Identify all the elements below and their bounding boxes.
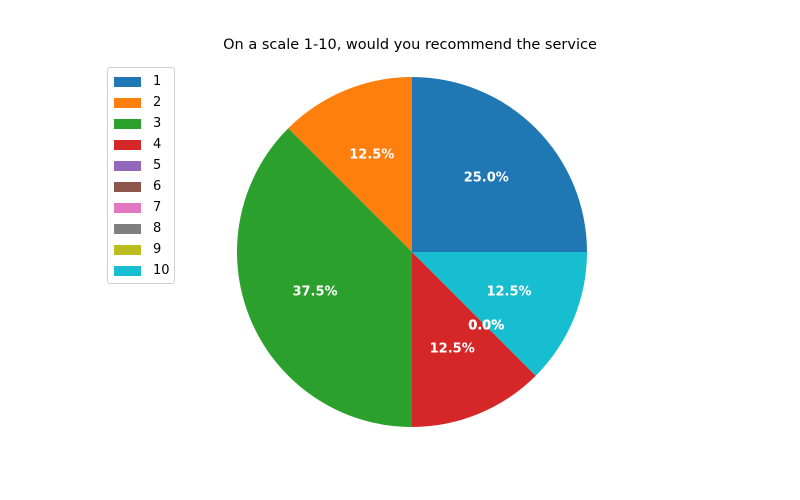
legend-item-5: 5 bbox=[108, 155, 174, 176]
slice-label-9: 0.0% bbox=[468, 319, 504, 334]
pie-slice-3 bbox=[237, 128, 412, 427]
legend-item-4: 4 bbox=[108, 134, 174, 155]
slice-label-6: 0.0% bbox=[468, 319, 504, 334]
legend-item-3: 3 bbox=[108, 113, 174, 134]
slice-label-8: 0.0% bbox=[468, 319, 504, 334]
slice-label-4: 12.5% bbox=[430, 342, 475, 357]
slice-label-3: 37.5% bbox=[292, 285, 337, 300]
legend-swatch-3 bbox=[114, 118, 141, 129]
legend-label-3: 3 bbox=[153, 116, 162, 131]
legend-item-8: 8 bbox=[108, 218, 174, 239]
pie-slice-4 bbox=[412, 252, 536, 427]
legend-label-9: 9 bbox=[153, 242, 162, 257]
pie-slice-1 bbox=[412, 77, 587, 252]
legend-label-7: 7 bbox=[153, 200, 162, 215]
legend-item-2: 2 bbox=[108, 92, 174, 113]
legend-item-7: 7 bbox=[108, 197, 174, 218]
slice-label-2: 12.5% bbox=[349, 147, 394, 162]
legend-item-10: 10 bbox=[108, 260, 174, 281]
slice-label-1: 25.0% bbox=[464, 170, 509, 185]
chart-title: On a scale 1-10, would you recommend the… bbox=[223, 37, 597, 53]
legend-label-8: 8 bbox=[153, 221, 162, 236]
pie-slices bbox=[237, 77, 587, 427]
legend-label-10: 10 bbox=[153, 263, 170, 278]
pie-slice-2 bbox=[288, 77, 412, 252]
legend: 1 2 3 4 5 6 7 8 9 10 bbox=[107, 67, 175, 284]
legend-swatch-6 bbox=[114, 181, 141, 192]
legend-label-2: 2 bbox=[153, 95, 162, 110]
legend-swatch-2 bbox=[114, 97, 141, 108]
pie-slice-10 bbox=[412, 252, 587, 376]
pie-slice-labels: 25.0%12.5%37.5%12.5%0.0%0.0%0.0%0.0%0.0%… bbox=[292, 147, 531, 356]
legend-swatch-7 bbox=[114, 202, 141, 213]
legend-label-1: 1 bbox=[153, 74, 162, 89]
legend-swatch-5 bbox=[114, 160, 141, 171]
legend-label-5: 5 bbox=[153, 158, 162, 173]
legend-swatch-10 bbox=[114, 265, 141, 276]
legend-label-6: 6 bbox=[153, 179, 162, 194]
legend-label-4: 4 bbox=[153, 137, 162, 152]
legend-swatch-9 bbox=[114, 244, 141, 255]
legend-swatch-1 bbox=[114, 76, 141, 87]
legend-swatch-4 bbox=[114, 139, 141, 150]
legend-item-9: 9 bbox=[108, 239, 174, 260]
slice-label-5: 0.0% bbox=[468, 319, 504, 334]
slice-label-10: 12.5% bbox=[486, 285, 531, 300]
legend-item-1: 1 bbox=[108, 71, 174, 92]
slice-label-7: 0.0% bbox=[468, 319, 504, 334]
legend-item-6: 6 bbox=[108, 176, 174, 197]
legend-swatch-8 bbox=[114, 223, 141, 234]
